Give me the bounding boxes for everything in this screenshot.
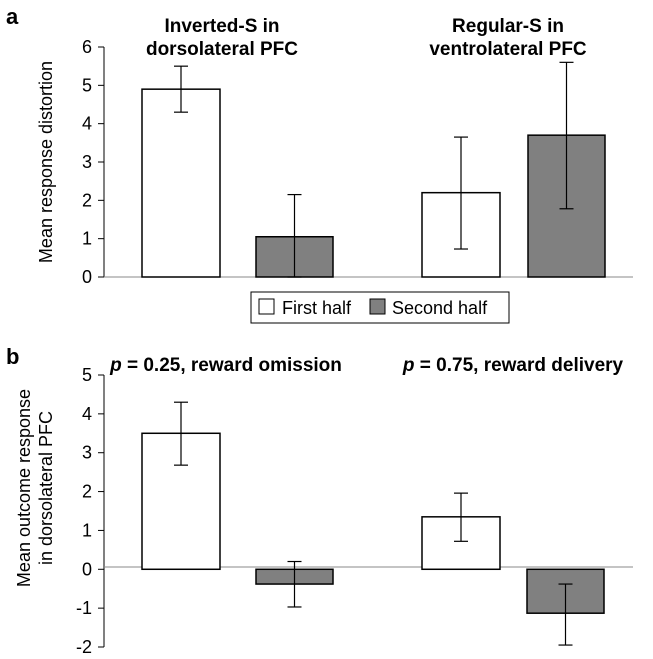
bar-first-half-group-1 [141, 88, 221, 278]
panel-b-group-1-title: p = 0.25, reward omission [109, 355, 342, 376]
panel-b-y-axis-title-line-1: Mean outcome response [14, 389, 34, 587]
y-tick-label: 0 [82, 267, 92, 287]
panel-b-group-2-title: p = 0.75, reward delivery [402, 355, 624, 376]
y-tick-label: -1 [76, 598, 92, 618]
panel-b-group-1-title-rest: = 0.25, reward omission [122, 355, 342, 376]
panel-a-group-1-title-line-2: dorsolateral PFC [146, 39, 298, 60]
y-tick-label: 3 [82, 152, 92, 172]
y-tick-label: 3 [82, 443, 92, 463]
panel-a-group-2-title-line-1: Regular-S in [452, 16, 564, 37]
y-tick-label: 2 [82, 190, 92, 210]
y-tick-label: 0 [82, 559, 92, 579]
panel-b-group-1-title-p: p [109, 355, 122, 376]
legend-label-first-half: First half [282, 298, 352, 318]
panel-b-group-2-title-p: p [402, 355, 415, 376]
panel-b-y-ticks: -2 -1 0 1 2 3 4 5 [76, 365, 104, 657]
legend: First half Second half [250, 291, 510, 324]
panel-a-y-ticks: 0 1 2 3 4 5 6 [82, 37, 104, 287]
panel-b-bars [141, 401, 605, 646]
panel-b-y-axis-title-line-2: in dorsolateral PFC [36, 411, 56, 565]
panel-a-group-1-title-line-1: Inverted-S in [164, 16, 279, 37]
panel-b-y-axis-title: Mean outcome response in dorsolateral PF… [14, 389, 56, 587]
y-tick-label: 1 [82, 229, 92, 249]
panel-b-letter: b [6, 344, 19, 369]
panel-b-group-2-title-rest: = 0.75, reward delivery [415, 355, 624, 376]
y-tick-label: 6 [82, 37, 92, 57]
panel-a-letter: a [6, 4, 19, 29]
y-tick-label: 5 [82, 365, 92, 385]
y-tick-label: 1 [82, 520, 92, 540]
y-tick-label: 4 [82, 404, 92, 424]
y-tick-label: 5 [82, 75, 92, 95]
panel-a-bars [141, 61, 606, 278]
y-tick-label: -2 [76, 637, 92, 657]
legend-swatch-second-half [369, 298, 386, 315]
panel-b: b p = 0.25, reward omission p = 0.75, re… [6, 344, 633, 657]
y-tick-label: 4 [82, 114, 92, 134]
panel-a-y-axis-title: Mean response distortion [36, 61, 56, 263]
panel-a-group-2-title-line-2: ventrolateral PFC [429, 39, 587, 60]
panel-a: a Inverted-S in dorsolateral PFC Regular… [6, 4, 633, 287]
legend-label-second-half: Second half [392, 298, 488, 318]
y-tick-label: 2 [82, 482, 92, 502]
legend-swatch-first-half [258, 298, 275, 315]
